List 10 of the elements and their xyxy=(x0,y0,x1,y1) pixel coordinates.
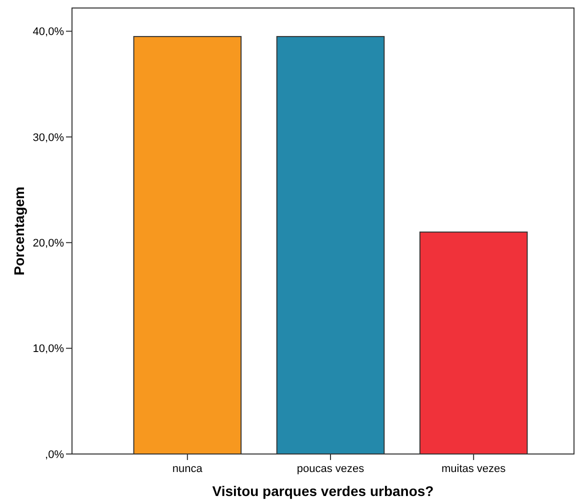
x-axis-title: Visitou parques verdes urbanos? xyxy=(212,483,434,499)
x-tick-label: muitas vezes xyxy=(441,463,506,475)
y-tick-label: 30,0% xyxy=(32,132,64,144)
y-tick-label: 20,0% xyxy=(32,237,64,250)
y-tick-label: ,0% xyxy=(45,448,64,461)
y-tick-label: 40,0% xyxy=(32,26,64,38)
y-axis-title: Porcentagem xyxy=(11,186,27,276)
x-tick-label: nunca xyxy=(172,463,204,475)
x-tick-label: poucas vezes xyxy=(296,463,365,475)
y-tick-label: 10,0% xyxy=(32,343,64,356)
